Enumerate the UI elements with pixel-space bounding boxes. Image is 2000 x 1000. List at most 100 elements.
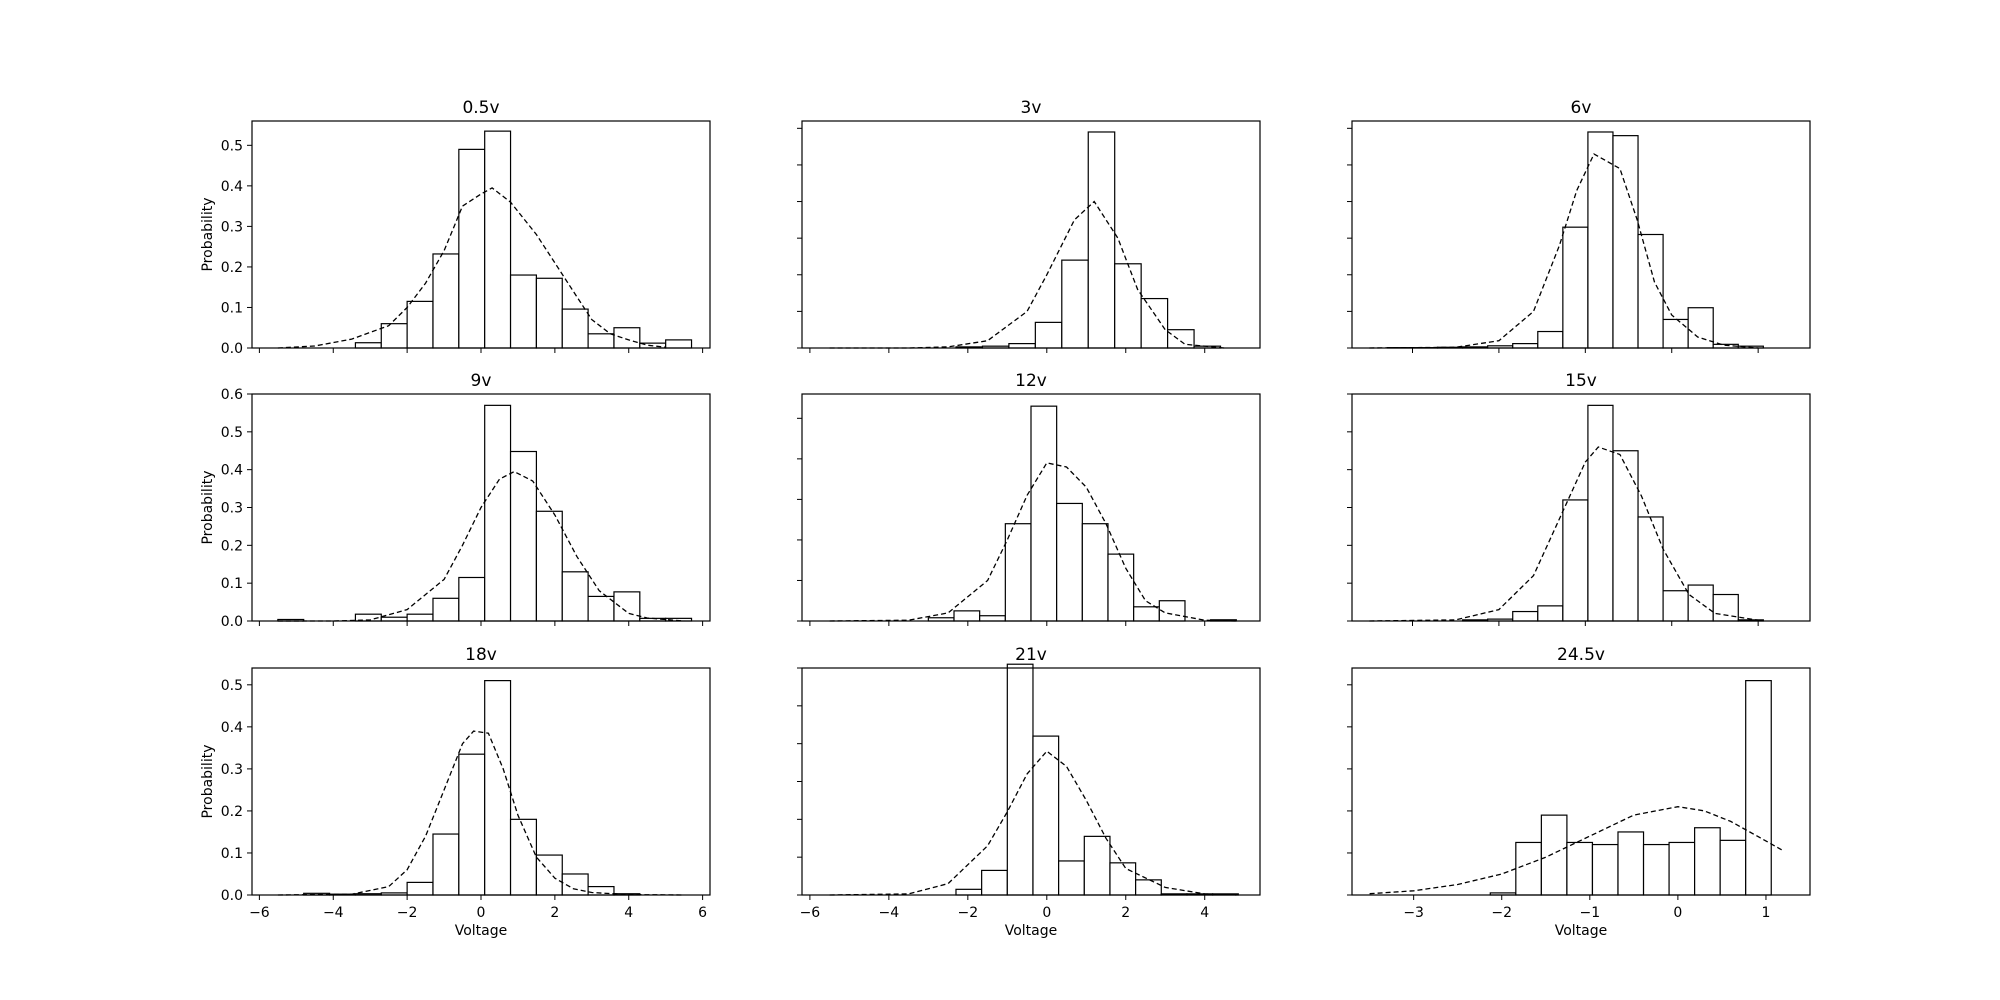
histogram-bar xyxy=(1083,835,1111,896)
x-tick-label: 0 xyxy=(1673,905,1682,921)
y-tick-label: 0.4 xyxy=(221,179,243,195)
histogram-bar xyxy=(1006,663,1034,896)
histogram-bar xyxy=(1032,735,1060,896)
subplot-6: 15v xyxy=(1347,371,1811,626)
subplot-title: 0.5v xyxy=(462,98,499,118)
y-tick-label: 0.5 xyxy=(221,425,243,441)
histogram-bar xyxy=(1566,841,1594,896)
fit-curve xyxy=(277,730,685,896)
histogram-bar xyxy=(1745,680,1772,896)
subplot-1: 0.0 0.1 0.2 0.3 0.4 0.5 0.5v Probability xyxy=(200,98,711,357)
histogram-bar xyxy=(458,148,486,349)
x-axis-label: Voltage xyxy=(1555,923,1608,939)
x-tick-label: −2 xyxy=(958,905,979,921)
histogram-bar xyxy=(380,323,408,349)
x-tick-label: −4 xyxy=(879,905,900,921)
histogram-bar xyxy=(509,274,538,349)
histogram-bar xyxy=(561,308,589,349)
histogram-bar xyxy=(1540,814,1568,896)
fit-curve xyxy=(829,750,1237,896)
x-tick-label: −6 xyxy=(800,905,821,921)
histogram-bar xyxy=(535,277,563,349)
histogram-bar xyxy=(955,888,983,896)
histogram-bar xyxy=(979,615,1006,622)
histogram-bar xyxy=(509,818,538,896)
histogram-bar xyxy=(1587,404,1614,622)
histogram-bar xyxy=(1135,879,1162,896)
x-tick-label: −1 xyxy=(1579,905,1600,921)
histogram-bar xyxy=(484,680,512,896)
histogram-bar xyxy=(1719,839,1747,896)
y-tick-label: 0.6 xyxy=(221,387,243,403)
x-tick-label: 2 xyxy=(1121,905,1130,921)
histogram-bar xyxy=(613,591,641,622)
y-tick-label: 0.2 xyxy=(221,804,243,820)
histogram-bar xyxy=(432,253,460,349)
y-tick-label: 0.0 xyxy=(221,888,243,904)
axes-frame xyxy=(801,120,1261,349)
histogram-bar xyxy=(1004,523,1032,622)
histogram-bar xyxy=(1694,827,1721,896)
histogram-bar xyxy=(1056,502,1083,622)
y-tick-label: 0.1 xyxy=(221,576,243,592)
histogram-bar xyxy=(1087,131,1116,349)
histogram-bar xyxy=(1668,841,1696,896)
x-tick-label: −4 xyxy=(323,905,344,921)
x-tick-label: 0 xyxy=(477,905,486,921)
histogram-bar xyxy=(1008,343,1036,349)
y-tick-label: 0.0 xyxy=(221,341,243,357)
x-tick-label: −3 xyxy=(1403,905,1424,921)
fit-curve xyxy=(829,462,1237,622)
histogram-bar xyxy=(1687,307,1714,349)
x-tick-label: 6 xyxy=(698,905,707,921)
histogram-bar xyxy=(1109,862,1137,896)
histogram-bar xyxy=(1515,841,1542,896)
x-tick-label: 4 xyxy=(624,905,633,921)
subplot-9: −3 −2 −1 0 1 24.5v Voltage xyxy=(1347,645,1811,939)
histogram-bar xyxy=(1562,226,1589,349)
histogram-bar xyxy=(354,342,382,349)
subplot-title: 21v xyxy=(1015,645,1047,665)
histogram-bar xyxy=(1637,233,1664,349)
y-axis-label: Probability xyxy=(200,197,216,271)
x-tick-label: 1 xyxy=(1762,905,1771,921)
x-tick-label: −2 xyxy=(1491,905,1512,921)
y-tick-label: 0.4 xyxy=(221,720,243,736)
histogram-bar xyxy=(1637,516,1664,622)
histogram-bar xyxy=(1512,610,1539,622)
fit-curve xyxy=(1369,153,1759,349)
fit-curve xyxy=(277,187,666,349)
histogram-bar xyxy=(587,885,615,896)
histogram-bar xyxy=(1642,843,1670,896)
histogram-bar xyxy=(1061,259,1089,349)
subplot-2: 3v xyxy=(797,98,1261,353)
subplot-3: 6v xyxy=(1347,98,1811,353)
histogram-bar xyxy=(1058,860,1085,896)
histogram-bar xyxy=(1662,318,1689,349)
x-axis-label: Voltage xyxy=(455,923,508,939)
histogram-bar xyxy=(1158,600,1186,622)
histogram-bar xyxy=(1562,499,1589,622)
y-axis-label: Probability xyxy=(200,470,216,544)
histogram-bar xyxy=(535,510,563,622)
histogram-bar xyxy=(953,610,981,622)
y-tick-label: 0.2 xyxy=(221,538,243,554)
histogram-bar xyxy=(587,595,615,622)
histogram-bar xyxy=(432,833,460,896)
histogram-bar xyxy=(613,327,641,349)
histogram-bar xyxy=(1030,405,1058,622)
histogram-bar xyxy=(1107,553,1135,622)
histogram-bar xyxy=(484,130,512,349)
subplot-4: 0.0 0.1 0.2 0.3 0.4 0.5 0.6 9v Probability xyxy=(200,371,711,630)
subplot-title: 24.5v xyxy=(1557,645,1605,665)
histogram-bar xyxy=(1617,831,1645,896)
histogram-bar xyxy=(1687,584,1714,622)
histogram-bar xyxy=(1587,131,1614,349)
axes-frame xyxy=(1351,667,1811,896)
subplot-title: 3v xyxy=(1021,98,1042,118)
histogram-bar xyxy=(1662,590,1689,622)
histogram-bar xyxy=(1537,330,1564,349)
histogram-bar xyxy=(561,571,589,622)
fit-curve xyxy=(1369,806,1784,895)
